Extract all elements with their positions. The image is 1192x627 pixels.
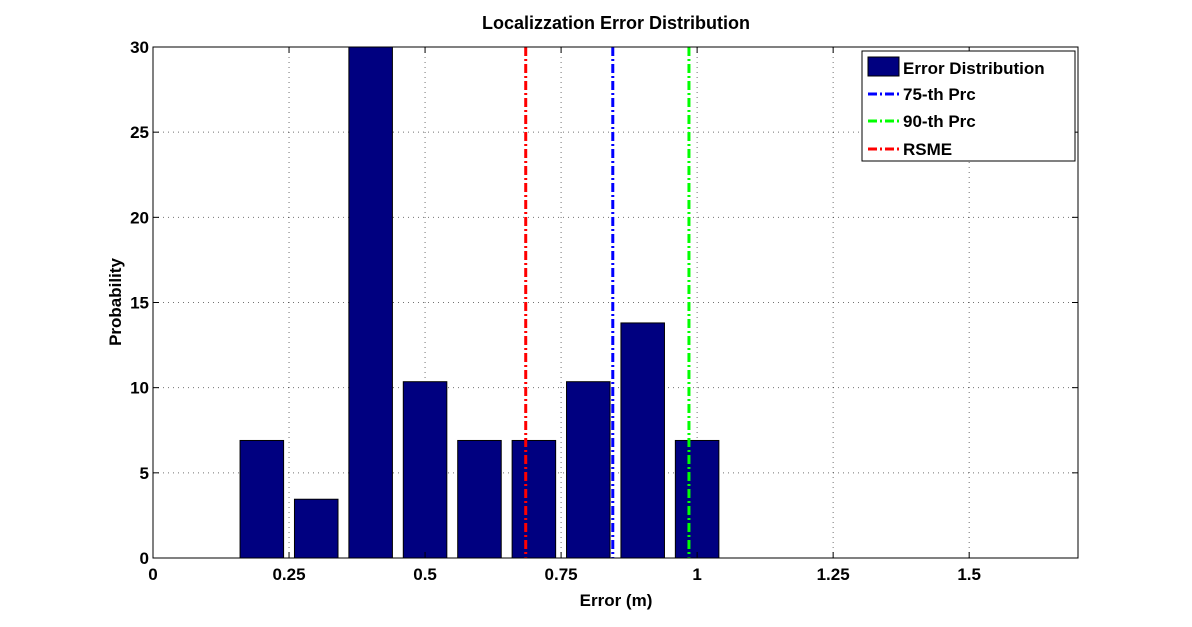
bar	[402, 381, 448, 559]
y-tick-label: 5	[140, 464, 149, 483]
x-tick-label: 0.75	[545, 565, 578, 584]
legend: Error Distribution 75-th Prc 90-th Prc R…	[861, 50, 1076, 162]
bar	[239, 439, 285, 559]
axis-ticks: 0 0.25 0.5 0.75 1 1.25 1.5 0 5 10 15 20 25 30	[130, 38, 1078, 584]
y-tick-label: 25	[130, 123, 149, 142]
bar	[674, 439, 720, 559]
bar	[566, 381, 611, 559]
y-tick-label: 10	[130, 379, 149, 398]
bar	[293, 498, 339, 559]
bars	[239, 46, 720, 559]
chart-title: Localizzation Error Distribution	[482, 13, 750, 33]
y-tick-label: 0	[140, 549, 149, 568]
x-tick-label: 1.5	[957, 565, 981, 584]
legend-swatch-error-distribution	[867, 56, 900, 77]
legend-label-90th: 90-th Prc	[903, 112, 976, 131]
x-tick-label: 0	[148, 565, 157, 584]
legend-label-75th: 75-th Prc	[903, 85, 976, 104]
bar	[348, 46, 393, 559]
y-tick-label: 15	[130, 294, 149, 313]
x-tick-label: 0.25	[272, 565, 305, 584]
x-tick-label: 1	[692, 565, 701, 584]
y-tick-label: 30	[130, 38, 149, 57]
y-tick-label: 20	[130, 208, 149, 227]
legend-label-error-distribution: Error Distribution	[903, 59, 1045, 78]
x-axis-title: Error (m)	[580, 591, 653, 610]
bar	[457, 439, 502, 559]
x-tick-label: 1.25	[817, 565, 850, 584]
x-tick-label: 0.5	[413, 565, 437, 584]
bar	[511, 439, 557, 559]
reference-lines	[524, 47, 691, 558]
legend-label-rsme: RSME	[903, 140, 952, 159]
bar	[620, 322, 665, 559]
y-axis-title: Probability	[106, 258, 125, 346]
